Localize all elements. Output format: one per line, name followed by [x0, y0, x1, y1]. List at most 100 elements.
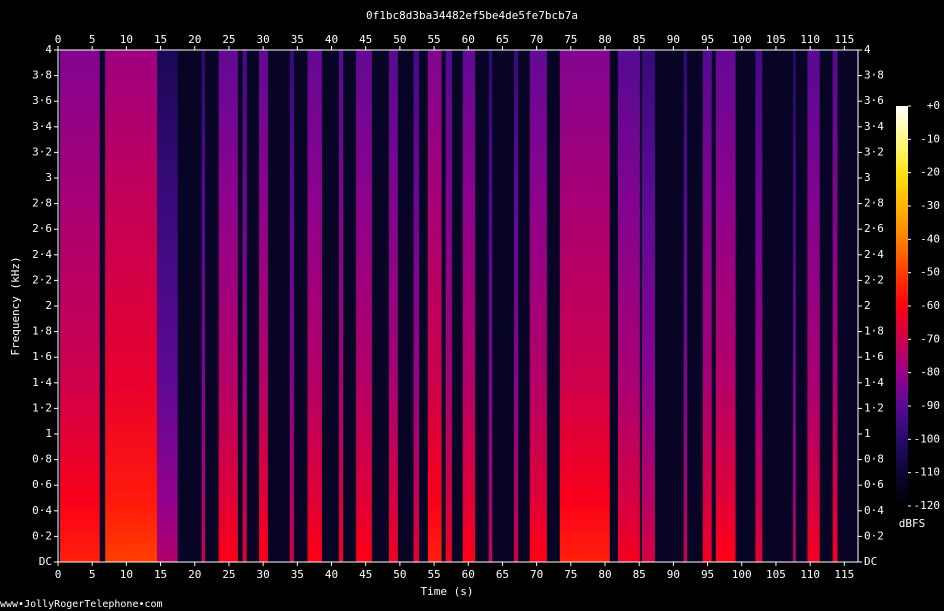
x-tick-label: 25 [222, 33, 235, 46]
y-tick-label: 2 [864, 299, 871, 312]
footer: www•JollyRogerTelephone•com [0, 599, 163, 610]
y-tick-label: 3·6 [864, 94, 884, 107]
y-tick-label: 1·2 [864, 401, 884, 414]
x-tick-label: 55 [427, 33, 440, 46]
x-tick-label: 70 [530, 33, 543, 46]
x-tick-label: 60 [462, 33, 475, 46]
spectrum-segment [529, 50, 547, 562]
x-tick-label: 75 [564, 33, 577, 46]
y-tick-label: 0·8 [864, 453, 884, 466]
x-tick-label: 80 [598, 568, 611, 581]
y-tick-label: 3·4 [32, 120, 52, 133]
x-tick-label: 110 [800, 33, 820, 46]
x-tick-label: 65 [496, 568, 509, 581]
chart-title: 0f1bc8d3ba34482ef5be4de5fe7bcb7a [366, 9, 578, 22]
spectrum-segment [427, 50, 442, 562]
x-tick-label: 50 [393, 568, 406, 581]
x-tick-label: 30 [257, 33, 270, 46]
x-tick-label: 95 [701, 33, 714, 46]
y-tick-label: 2·8 [32, 197, 52, 210]
y-tick-label: 0·2 [32, 529, 52, 542]
spectrum-segment [462, 50, 476, 562]
x-tick-label: 45 [359, 33, 372, 46]
x-tick-label: 5 [89, 568, 96, 581]
colorbar-tick-label: +0 [927, 99, 940, 112]
x-tick-label: 90 [667, 33, 680, 46]
colorbar-tick-label: -20 [920, 166, 940, 179]
y-tick-label: 1·6 [32, 350, 52, 363]
spectrum-segment [702, 50, 712, 562]
spectrum-segment [218, 50, 238, 562]
x-tick-label: 35 [291, 33, 304, 46]
y-tick-label: 2·4 [864, 248, 884, 261]
colorbar-tick-label: -30 [920, 199, 940, 212]
spectrum-segment [683, 50, 688, 562]
x-axis-label: Time (s) [421, 585, 474, 598]
y-tick-label: 3·8 [32, 69, 52, 82]
spectrum-segment [105, 50, 158, 562]
y-tick-label: DC [864, 555, 877, 568]
x-tick-label: 15 [154, 568, 167, 581]
y-tick-label: 2·4 [32, 248, 52, 261]
x-tick-label: 35 [291, 568, 304, 581]
y-tick-label: 0·6 [32, 478, 52, 491]
y-tick-label: 2·2 [32, 273, 52, 286]
spectrum-segment [289, 50, 294, 562]
spectrum-segment [715, 50, 736, 562]
x-tick-label: 15 [154, 33, 167, 46]
spectrum-segment [445, 50, 452, 562]
spectrum-segment [793, 50, 796, 562]
x-tick-label: 50 [393, 33, 406, 46]
spectrum-segment [339, 50, 344, 562]
colorbar-label: dBFS [899, 517, 926, 530]
spectrum-segment [413, 50, 420, 562]
colorbar-tick-label: -120 [914, 499, 941, 512]
spectrum-segment [559, 50, 610, 562]
y-tick-label: 2 [45, 299, 52, 312]
plot-area [58, 50, 858, 562]
spectrum-segment [157, 50, 178, 562]
colorbar-tick-label: -50 [920, 266, 940, 279]
x-tick-label: 25 [222, 568, 235, 581]
colorbar-tick-label: -70 [920, 332, 940, 345]
colorbar [896, 106, 908, 506]
x-tick-label: 60 [462, 568, 475, 581]
x-tick-label: 10 [120, 33, 133, 46]
spectrum-segment [641, 50, 655, 562]
spectrum-segment [832, 50, 838, 562]
spectrum-segment [807, 50, 820, 562]
spectrum-segment [356, 50, 372, 562]
y-tick-label: 1·8 [32, 325, 52, 338]
y-axis-label: Frequency (kHz) [9, 256, 22, 355]
colorbar-tick-label: -100 [914, 432, 941, 445]
x-tick-label: 95 [701, 568, 714, 581]
y-tick-label: 3·8 [864, 69, 884, 82]
y-tick-label: 2·8 [864, 197, 884, 210]
x-tick-label: 80 [598, 33, 611, 46]
x-tick-label: 75 [564, 568, 577, 581]
x-tick-label: 115 [834, 568, 854, 581]
y-tick-label: 1·4 [32, 376, 52, 389]
colorbar-tick-label: -10 [920, 132, 940, 145]
x-tick-label: 85 [633, 568, 646, 581]
spectrum-segment [307, 50, 322, 562]
x-tick-label: 100 [732, 568, 752, 581]
y-tick-label: 1·4 [864, 376, 884, 389]
x-tick-label: 45 [359, 568, 372, 581]
y-tick-label: 0·8 [32, 453, 52, 466]
y-tick-label: 0·6 [864, 478, 884, 491]
x-tick-label: 105 [766, 568, 786, 581]
x-tick-label: 10 [120, 568, 133, 581]
x-tick-label: 40 [325, 568, 338, 581]
spectrum-segment [488, 50, 493, 562]
y-tick-label: 2·6 [864, 222, 884, 235]
x-tick-label: 20 [188, 568, 201, 581]
x-tick-label: 55 [427, 568, 440, 581]
y-tick-label: 0·4 [32, 504, 52, 517]
spectrum-segment [259, 50, 268, 562]
x-tick-label: 5 [89, 33, 96, 46]
x-tick-label: 110 [800, 568, 820, 581]
x-tick-label: 30 [257, 568, 270, 581]
